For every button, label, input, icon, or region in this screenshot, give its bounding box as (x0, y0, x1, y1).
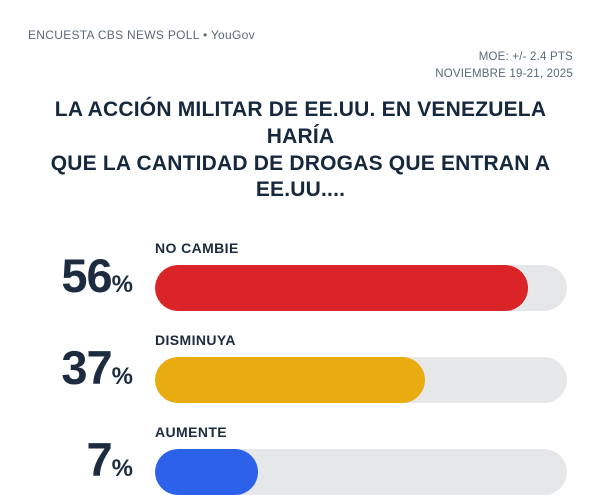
bar-chart: 56% NO CAMBIE 37% DISMINUYA 7% (28, 240, 573, 495)
bar-fill (155, 264, 528, 311)
bar-track (155, 448, 567, 495)
bar-value: 37% (28, 340, 155, 395)
poll-meta: MOE: +/- 2.4 PTS NOVIEMBRE 19-21, 2025 (28, 49, 573, 82)
chart-title-line1: LA ACCIÓN MILITAR DE EE.UU. EN VENEZUELA… (54, 98, 547, 148)
moe-text: MOE: +/- 2.4 PTS (478, 51, 573, 63)
percent-sign: % (111, 362, 133, 390)
bar-label: AUMENTE (155, 423, 228, 440)
chart-title: LA ACCIÓN MILITAR DE EE.UU. EN VENEZUELA… (28, 97, 573, 204)
bar-track (155, 264, 567, 311)
date-range: NOVIEMBRE 19-21, 2025 (435, 67, 573, 80)
bar-fill (155, 356, 425, 403)
bar-track (155, 356, 567, 403)
bar-value: 7% (28, 432, 155, 487)
percent-sign: % (111, 270, 133, 298)
bar-fill (155, 448, 258, 495)
bar-value-number: 56 (61, 248, 112, 302)
bar-label: NO CAMBIE (155, 239, 239, 256)
poll-graphic: ENCUESTA CBS NEWS POLL • YouGov MOE: +/-… (28, 28, 573, 495)
percent-sign: % (111, 454, 133, 482)
poll-branding: ENCUESTA CBS NEWS POLL • YouGov (28, 28, 255, 42)
bar-value-number: 37 (61, 340, 112, 394)
bar-label: DISMINUYA (155, 331, 236, 348)
bar-row: 37% DISMINUYA (28, 332, 573, 403)
bar-row: 56% NO CAMBIE (28, 240, 573, 311)
bar-row: 7% AUMENTE (28, 424, 573, 495)
bar-value: 56% (28, 248, 155, 303)
bar-value-number: 7 (86, 432, 113, 486)
chart-title-line2: QUE LA CANTIDAD DE DROGAS QUE ENTRAN A E… (50, 151, 551, 202)
